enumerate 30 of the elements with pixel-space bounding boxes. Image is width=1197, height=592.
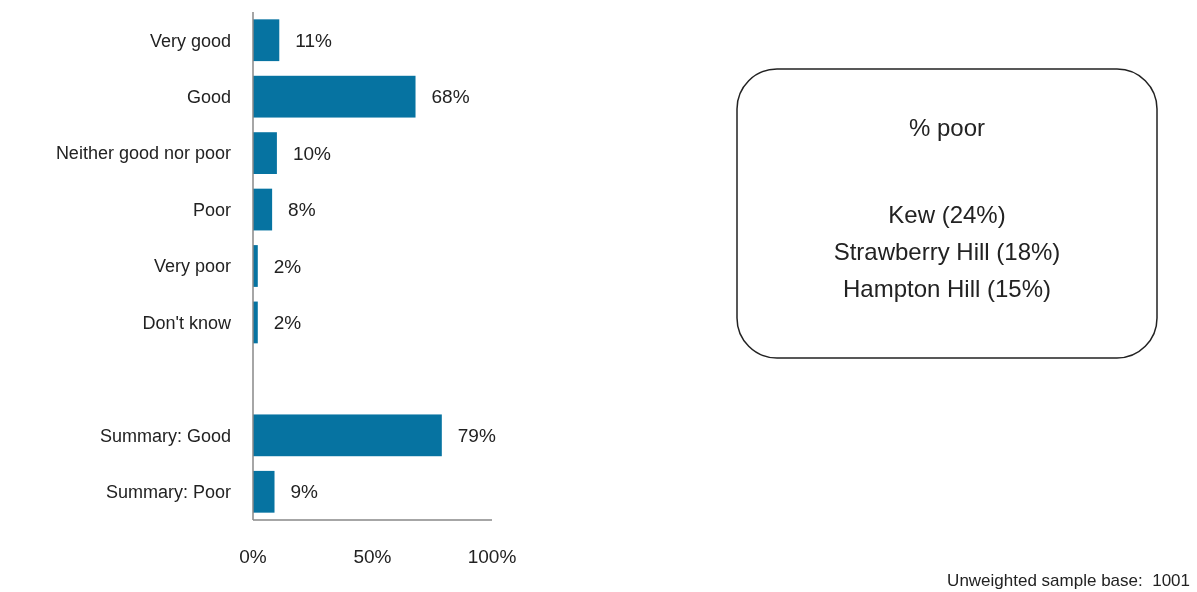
bar — [253, 132, 277, 174]
text: % poor — [908, 114, 986, 142]
y-tick-label: Poor — [192, 199, 231, 220]
data-label: 11% — [295, 29, 333, 51]
bar — [253, 19, 280, 62]
y-tick-label: Neither good nor poor — [55, 143, 231, 164]
bar — [253, 188, 273, 231]
bar — [253, 414, 442, 457]
y-tick-label: Very good — [149, 30, 231, 51]
data-label: 8% — [288, 199, 316, 221]
data-label: 2% — [273, 255, 302, 277]
data-label: 9% — [290, 481, 319, 503]
y-tick-label: Summary: Poor — [105, 482, 231, 503]
x-tick-label: 50% — [353, 545, 392, 567]
y-tick-label: Summary: Good — [99, 425, 231, 446]
bar — [253, 75, 416, 118]
y-tick-label: Very poor — [153, 256, 231, 277]
data-label: 79% — [457, 424, 496, 446]
y-tick-label: Good — [186, 86, 231, 107]
data-label: 2% — [273, 312, 302, 334]
data-label: 68% — [431, 86, 470, 108]
text: Strawberry Hill (18%) — [833, 238, 1061, 266]
x-tick-label: 0% — [239, 545, 267, 567]
bar — [253, 470, 275, 513]
data-label: 10% — [292, 142, 332, 164]
text: Unweighted sample base: 1001 — [947, 570, 1190, 590]
text: Hampton Hill (15%) — [842, 275, 1052, 303]
x-tick-label: 100% — [467, 545, 517, 567]
y-tick-label: Don't know — [142, 312, 232, 333]
text: Kew (24%) — [888, 201, 1006, 229]
